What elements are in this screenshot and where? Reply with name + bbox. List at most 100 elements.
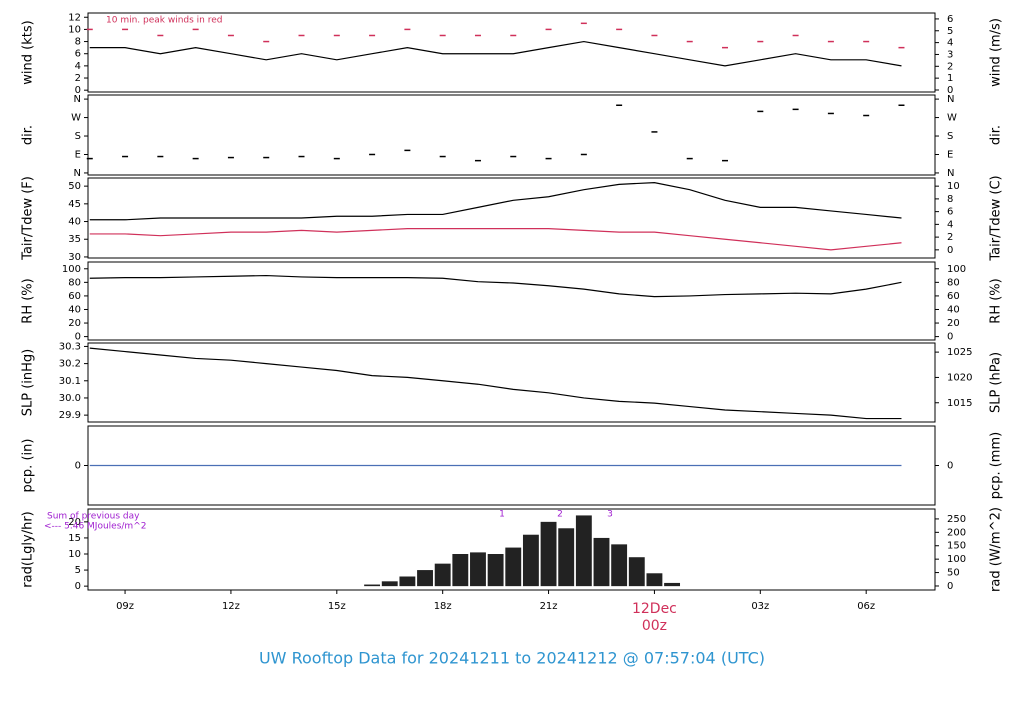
x-tick-label: 00z — [642, 618, 667, 634]
bar — [593, 537, 610, 587]
panel-frame — [87, 342, 936, 423]
bar — [505, 547, 522, 587]
x-tick-label: 03z — [751, 601, 769, 612]
bar — [434, 563, 451, 587]
panel-frame — [87, 261, 936, 341]
y2-tick-label: 1025 — [947, 347, 972, 358]
bar — [575, 515, 592, 587]
y-tick-label: 50 — [68, 181, 81, 192]
y2-axis-label: Tair/Tdew (C) — [989, 175, 1004, 261]
y2-tick-label: 50 — [947, 568, 960, 579]
y-axis-label: SLP (inHg) — [21, 349, 36, 417]
y2-tick-label: 10 — [947, 181, 960, 192]
date-label: 12Dec — [632, 601, 677, 617]
y2-tick-label: 6 — [947, 14, 953, 25]
bar — [417, 570, 433, 587]
annotation: Sum of previous day — [47, 512, 140, 522]
x-tick-label: 09z — [116, 601, 134, 612]
panel-frame — [87, 94, 936, 176]
y2-tick-label: N — [947, 168, 954, 179]
y2-tick-label: N — [947, 94, 954, 105]
bar — [381, 581, 398, 587]
y2-tick-label: 3 — [947, 49, 953, 60]
y-axis-label: rad(Lgly/hr) — [21, 511, 36, 587]
series-line — [89, 274, 902, 298]
y-tick-label: 80 — [68, 277, 81, 288]
bar — [628, 557, 645, 587]
y-tick-label: 10 — [68, 24, 81, 35]
y2-tick-label: 0 — [947, 245, 953, 256]
y2-tick-label: 40 — [947, 304, 960, 315]
x-tick-label: 21z — [540, 601, 558, 612]
bar — [470, 552, 486, 587]
y-tick-label: 12 — [68, 12, 81, 23]
y-tick-label: 20 — [68, 517, 81, 528]
y-tick-label: 4 — [75, 61, 81, 72]
y-axis-label: wind (kts) — [21, 20, 36, 84]
y2-tick-label: 250 — [947, 514, 966, 525]
series-line — [89, 228, 902, 251]
y-axis-label: RH (%) — [21, 278, 36, 323]
y2-tick-label: 0 — [947, 461, 953, 472]
panel-frame — [87, 177, 936, 259]
annotation: <--- 5.46 MJoules/m^2 — [44, 522, 146, 532]
y2-tick-label: 2 — [947, 61, 953, 72]
x-tick-label: 12z — [222, 601, 240, 612]
y-tick-label: 5 — [75, 565, 81, 576]
y-tick-label: 30.1 — [59, 376, 81, 387]
y-tick-label: 45 — [68, 199, 81, 210]
bar — [664, 582, 681, 587]
y2-tick-label: 1020 — [947, 372, 972, 383]
y2-tick-label: S — [947, 131, 953, 142]
bar — [487, 554, 504, 587]
y2-axis-label: dir. — [989, 125, 1004, 145]
panel-frame — [87, 508, 936, 591]
y-tick-label: 100 — [62, 264, 81, 275]
y2-tick-label: 150 — [947, 541, 966, 552]
y2-tick-label: 4 — [947, 38, 953, 49]
y2-tick-label: 60 — [947, 291, 960, 302]
y2-axis-label: SLP (hPa) — [989, 352, 1004, 413]
y2-tick-label: 80 — [947, 277, 960, 288]
y-tick-label: 29.9 — [59, 410, 81, 421]
y-tick-label: N — [74, 94, 81, 105]
y-tick-label: 35 — [68, 234, 81, 245]
bar — [558, 528, 575, 587]
series-line — [89, 181, 902, 221]
y-tick-label: 0 — [75, 85, 81, 96]
y2-tick-label: 6 — [947, 207, 953, 218]
y-tick-label: 30.3 — [59, 341, 81, 352]
y-axis-label: dir. — [21, 125, 36, 145]
y-axis-label: pcp. (in) — [21, 439, 36, 493]
y2-tick-label: 100 — [947, 554, 966, 565]
bar — [540, 521, 557, 587]
marker-label: 1 — [499, 510, 505, 520]
y-tick-label: 30.2 — [59, 359, 81, 370]
y-tick-label: N — [74, 168, 81, 179]
y2-axis-label: pcp. (mm) — [989, 432, 1004, 499]
y2-tick-label: E — [947, 149, 953, 160]
y2-tick-label: W — [947, 113, 957, 124]
series-line — [89, 40, 902, 67]
y2-tick-label: 0 — [947, 581, 953, 592]
y-tick-label: 30 — [68, 252, 81, 263]
y-tick-label: E — [75, 149, 81, 160]
bar — [611, 544, 628, 587]
y-tick-label: W — [71, 113, 81, 124]
y2-tick-label: 8 — [947, 194, 953, 205]
series-line — [89, 347, 902, 420]
y-tick-label: 60 — [68, 291, 81, 302]
footer-title: UW Rooftop Data for 20241211 to 20241212… — [259, 649, 765, 668]
annotation: 10 min. peak winds in red — [106, 16, 223, 26]
y2-tick-label: 5 — [947, 26, 953, 37]
y-tick-label: 15 — [68, 533, 81, 544]
panel-frame — [87, 12, 936, 93]
y2-tick-label: 0 — [947, 85, 953, 96]
y-tick-label: 10 — [68, 549, 81, 560]
y-tick-label: 0 — [75, 581, 81, 592]
y2-tick-label: 1015 — [947, 398, 972, 409]
y2-tick-label: 200 — [947, 527, 966, 538]
y2-tick-label: 1 — [947, 73, 953, 84]
bar — [452, 554, 469, 587]
y-tick-label: 2 — [75, 73, 81, 84]
